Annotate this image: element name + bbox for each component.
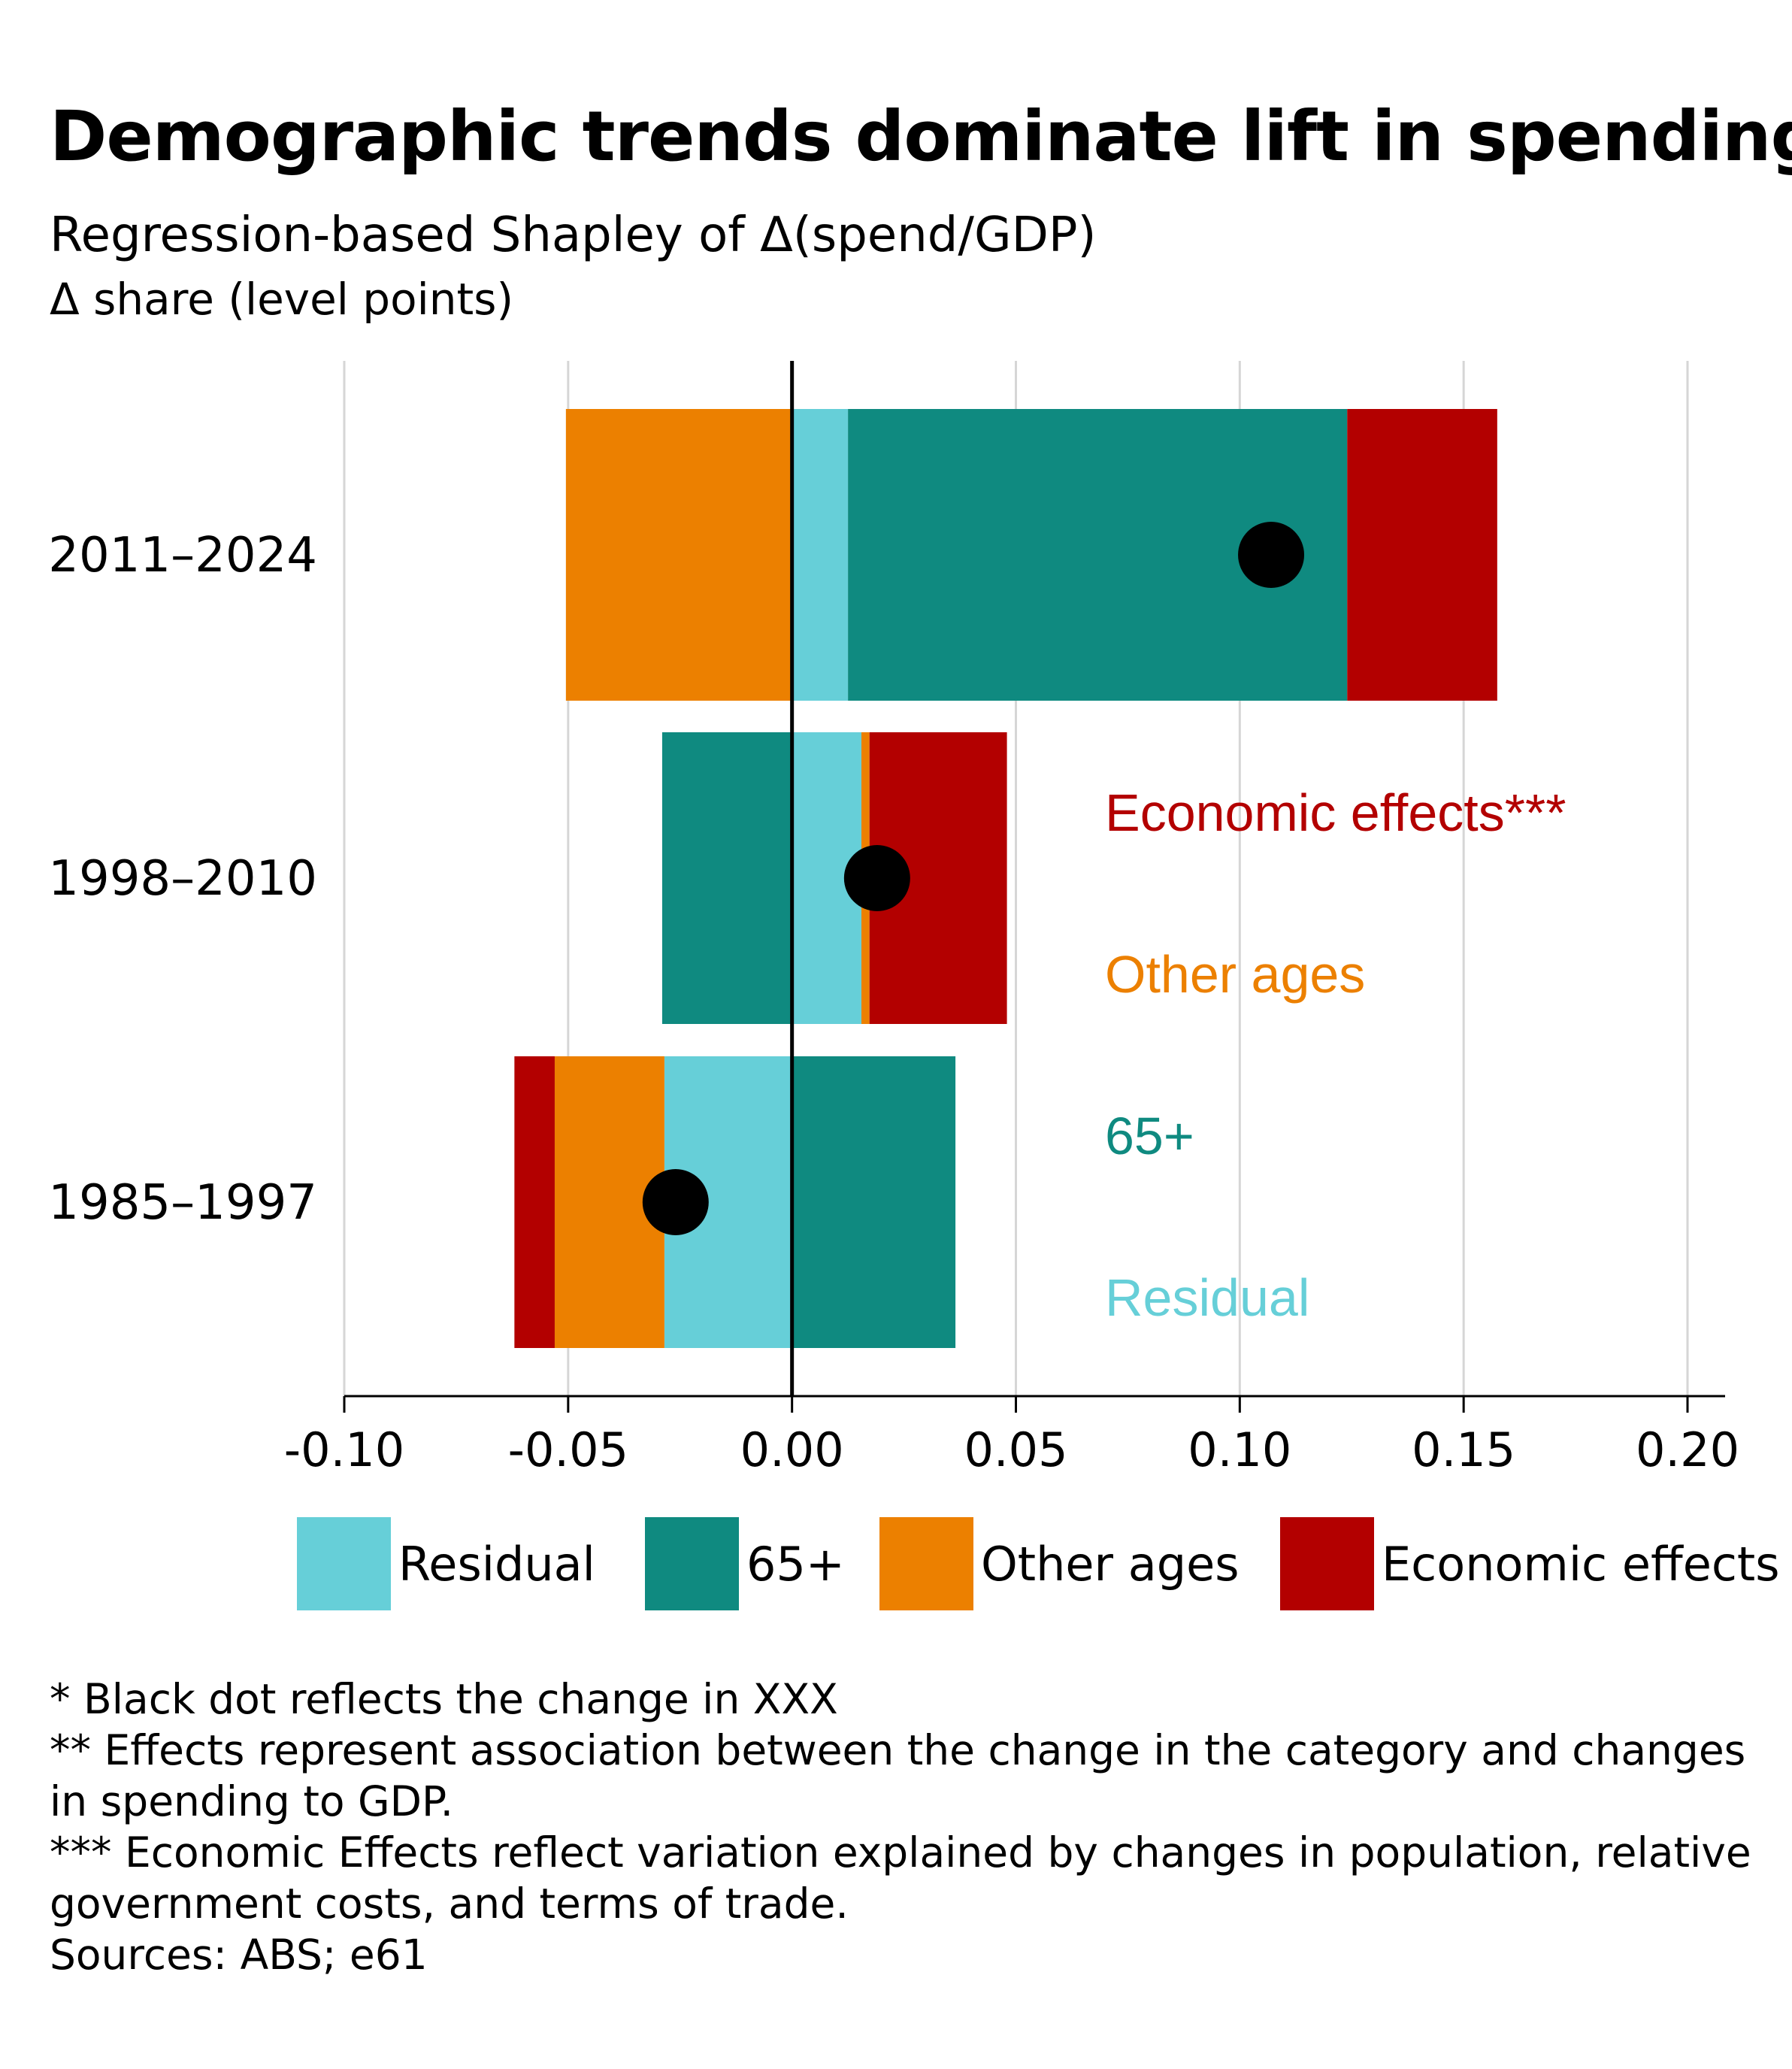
legend-swatch-economic-effects	[1280, 1517, 1374, 1610]
legend-item-65plus: 65+	[645, 1517, 845, 1610]
bar-age65-2	[792, 1056, 956, 1348]
annotation-economic: Economic effects***	[1105, 783, 1566, 842]
annotation-other_ages: Other ages	[1105, 945, 1365, 1004]
legend-swatch-65plus	[645, 1517, 739, 1610]
x-tick-label-1: -0.05	[508, 1422, 628, 1477]
chart-title: Demographic trends dominate lift in spen…	[50, 96, 1792, 177]
annotation-age65: 65+	[1105, 1107, 1194, 1165]
bar-age65-1	[661, 732, 792, 1024]
legend-swatch-residual	[297, 1517, 391, 1610]
chart-subtitle: Regression-based Shapley of Δ(spend/GDP)	[50, 208, 1097, 263]
total-dots	[642, 522, 1305, 1235]
annotation-residual: Residual	[1105, 1268, 1309, 1327]
y-tick-label-1: 1998–2010	[48, 851, 317, 907]
shapley-bar-chart: -0.10 -0.05 0.00 0.05 0.10 0.15 0.20 2011–2024…	[48, 361, 1739, 1477]
y-tick-label-0: 2011–2024	[48, 528, 317, 583]
total-dot-0	[1238, 522, 1305, 588]
legend-label-65plus: 65+	[746, 1536, 845, 1592]
total-dot-2	[642, 1169, 709, 1235]
legend-label-other-ages: Other ages	[981, 1536, 1240, 1592]
legend-label-residual: Residual	[398, 1536, 595, 1592]
bar-other_ages-0	[565, 409, 792, 701]
chart-units: Δ share (level points)	[50, 274, 514, 325]
total-dot-1	[843, 845, 910, 911]
x-tick-label-2: 0.00	[740, 1422, 844, 1477]
footnote-1: * Black dot reflects the change in XXX	[50, 1675, 838, 1723]
legend-item-residual: Residual	[297, 1517, 595, 1610]
legend-swatch-other-ages	[879, 1517, 973, 1610]
footnote-sources: Sources: ABS; e61	[50, 1931, 428, 1979]
legend-label-economic-effects: Economic effects	[1382, 1536, 1780, 1592]
footnote-3: *** Economic Effects reflect variation e…	[50, 1828, 1751, 1928]
legend-item-other-ages: Other ages	[879, 1517, 1240, 1610]
series-annotations: Economic effects*** Other ages 65+ Residual	[1105, 783, 1566, 1327]
x-axis: -0.10 -0.05 0.00 0.05 0.10 0.15 0.20	[284, 1395, 1739, 1477]
x-tick-label-4: 0.10	[1188, 1422, 1291, 1477]
x-tick-label-6: 0.20	[1636, 1422, 1739, 1477]
bar-economic-2	[514, 1056, 555, 1348]
y-axis-labels: 2011–2024 1998–2010 1985–1997	[48, 528, 317, 1231]
x-tick-label-3: 0.05	[964, 1422, 1067, 1477]
footnotes: * Black dot reflects the change in XXX *…	[50, 1674, 1763, 1980]
legend-item-economic-effects: Economic effects	[1280, 1517, 1780, 1610]
x-tick-label-5: 0.15	[1412, 1422, 1515, 1477]
x-tick-label-0: -0.10	[284, 1422, 404, 1477]
bar-residual-0	[792, 409, 849, 701]
footnote-2: ** Effects represent association between…	[50, 1726, 1746, 1825]
y-tick-label-2: 1985–1997	[48, 1175, 317, 1231]
bar-economic-0	[1347, 409, 1497, 701]
